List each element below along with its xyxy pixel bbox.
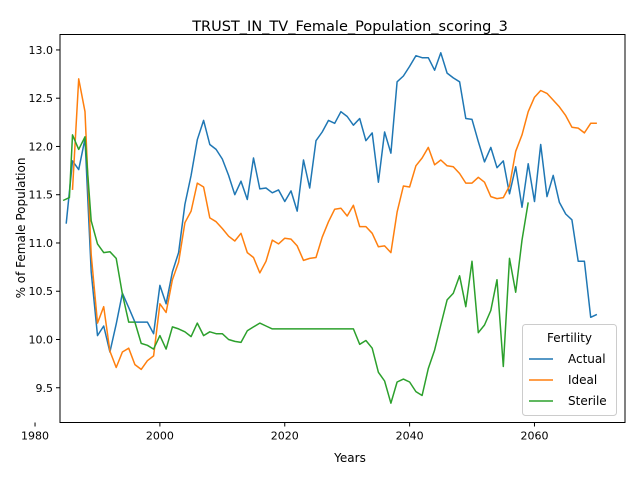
y-tick-label: 13.0	[29, 44, 54, 57]
legend-title: Fertility	[547, 331, 592, 345]
x-tick-label: 2060	[520, 430, 548, 443]
legend-box	[522, 324, 617, 416]
y-tick-label: 11.0	[29, 237, 54, 250]
y-tick-label: 12.5	[29, 92, 54, 105]
y-axis-ticks: 9.5 10.0 10.5 11.0 11.5 12.0 12.5 13.0	[29, 44, 60, 395]
legend: Fertility Actual Ideal Sterile	[522, 324, 617, 416]
legend-label-actual: Actual	[568, 352, 606, 366]
x-axis-ticks: 1980 2000 2020 2040 2060	[21, 422, 548, 443]
y-tick-label: 11.5	[29, 189, 54, 202]
x-axis-label: Years	[333, 451, 366, 465]
legend-label-ideal: Ideal	[568, 373, 597, 387]
y-tick-label: 12.0	[29, 140, 54, 153]
x-tick-label: 2000	[146, 430, 174, 443]
y-tick-label: 9.5	[36, 382, 54, 395]
x-tick-label: 2040	[396, 430, 424, 443]
chart-title: TRUST_IN_TV_Female_Population_scoring_3	[191, 19, 508, 35]
x-tick-label: 2020	[271, 430, 299, 443]
series-line-ideal	[71, 78, 597, 371]
x-tick-label: 1980	[21, 430, 49, 443]
legend-label-sterile: Sterile	[568, 394, 607, 408]
series-line-sterile	[62, 134, 529, 404]
y-tick-label: 10.0	[29, 333, 54, 346]
plot-area-frame	[59, 34, 626, 423]
y-axis-label: % of Female Population	[14, 158, 28, 299]
y-tick-label: 10.5	[29, 285, 54, 298]
series-lines	[62, 52, 598, 404]
